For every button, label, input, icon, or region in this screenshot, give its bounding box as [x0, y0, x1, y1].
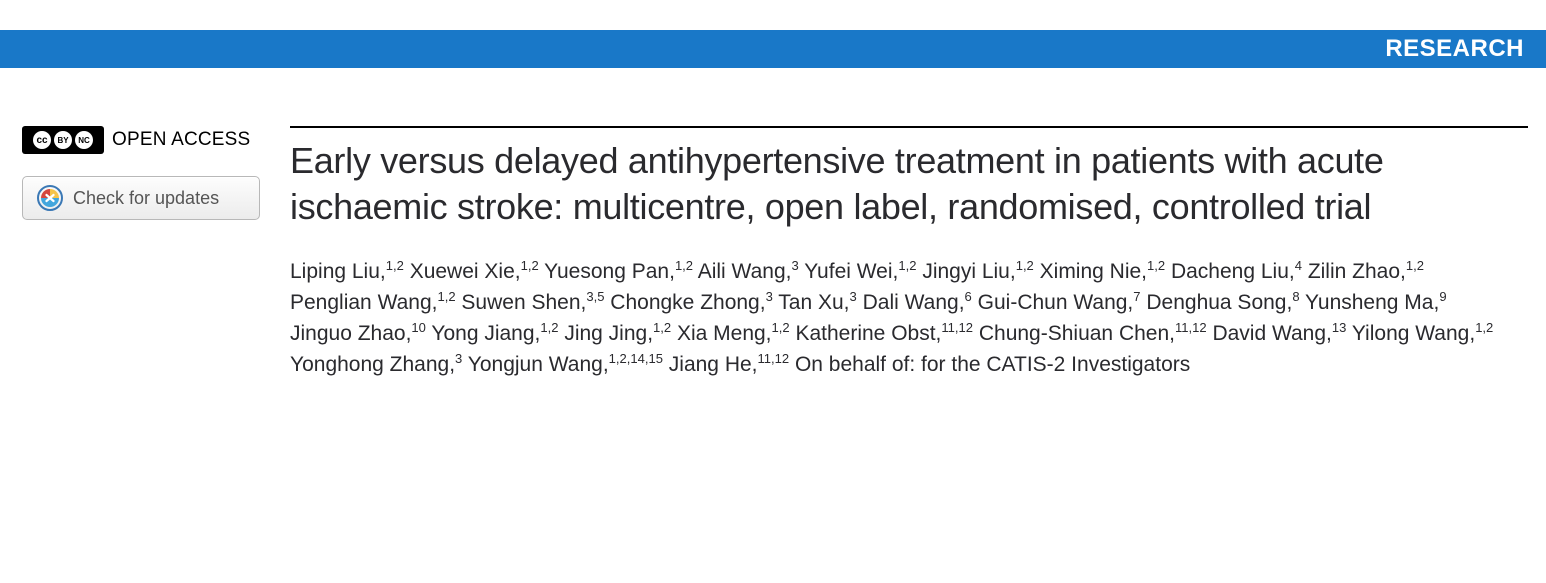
- author: Yongjun Wang,1,2,14,15: [468, 353, 663, 376]
- author: Jing Jing,1,2: [564, 322, 671, 345]
- banner-label: RESEARCH: [1385, 35, 1524, 63]
- author: Denghua Song,8: [1146, 291, 1299, 314]
- author: Jinguo Zhao,10: [290, 322, 426, 345]
- content-wrap: cc BY NC OPEN ACCESS Check for updates E…: [0, 126, 1546, 380]
- author: Suwen Shen,3,5: [461, 291, 604, 314]
- sidebar: cc BY NC OPEN ACCESS Check for updates: [22, 126, 290, 380]
- author: Liping Liu,1,2: [290, 260, 404, 283]
- author: Gui-Chun Wang,7: [978, 291, 1141, 314]
- author: Chung-Shiuan Chen,11,12: [979, 322, 1207, 345]
- author: Jingyi Liu,1,2: [922, 260, 1033, 283]
- author: Yufei Wei,1,2: [804, 260, 916, 283]
- author: Dali Wang,6: [863, 291, 972, 314]
- crossmark-icon: [37, 185, 63, 211]
- author: Yuesong Pan,1,2: [544, 260, 693, 283]
- open-access-badge: cc BY NC OPEN ACCESS: [22, 126, 274, 154]
- article-title: Early versus delayed antihypertensive tr…: [290, 138, 1528, 230]
- author: Yonghong Zhang,3: [290, 353, 462, 376]
- author: Xuewei Xie,1,2: [410, 260, 539, 283]
- article-main: Early versus delayed antihypertensive tr…: [290, 126, 1528, 380]
- author: Yunsheng Ma,9: [1305, 291, 1447, 314]
- by-icon: BY: [54, 131, 72, 149]
- cc-license-icon: cc BY NC: [22, 126, 104, 154]
- author: Jiang He,11,12: [669, 353, 789, 376]
- author: David Wang,13: [1212, 322, 1346, 345]
- author: Xia Meng,1,2: [677, 322, 790, 345]
- author: Tan Xu,3: [778, 291, 856, 314]
- author: Yong Jiang,1,2: [431, 322, 558, 345]
- section-banner: RESEARCH: [0, 30, 1546, 68]
- author-list: Liping Liu,1,2 Xuewei Xie,1,2 Yuesong Pa…: [290, 256, 1528, 380]
- author: Ximing Nie,1,2: [1040, 260, 1165, 283]
- author: Penglian Wang,1,2: [290, 291, 456, 314]
- author: Katherine Obst,11,12: [795, 322, 973, 345]
- author: Yilong Wang,1,2: [1352, 322, 1493, 345]
- author: Aili Wang,3: [698, 260, 799, 283]
- check-for-updates-button[interactable]: Check for updates: [22, 176, 260, 220]
- author: Chongke Zhong,3: [610, 291, 773, 314]
- open-access-label: OPEN ACCESS: [112, 129, 250, 151]
- nc-icon: NC: [75, 131, 93, 149]
- check-updates-label: Check for updates: [73, 188, 219, 209]
- author: Zilin Zhao,1,2: [1308, 260, 1424, 283]
- author: Dacheng Liu,4: [1171, 260, 1302, 283]
- cc-icon: cc: [33, 131, 51, 149]
